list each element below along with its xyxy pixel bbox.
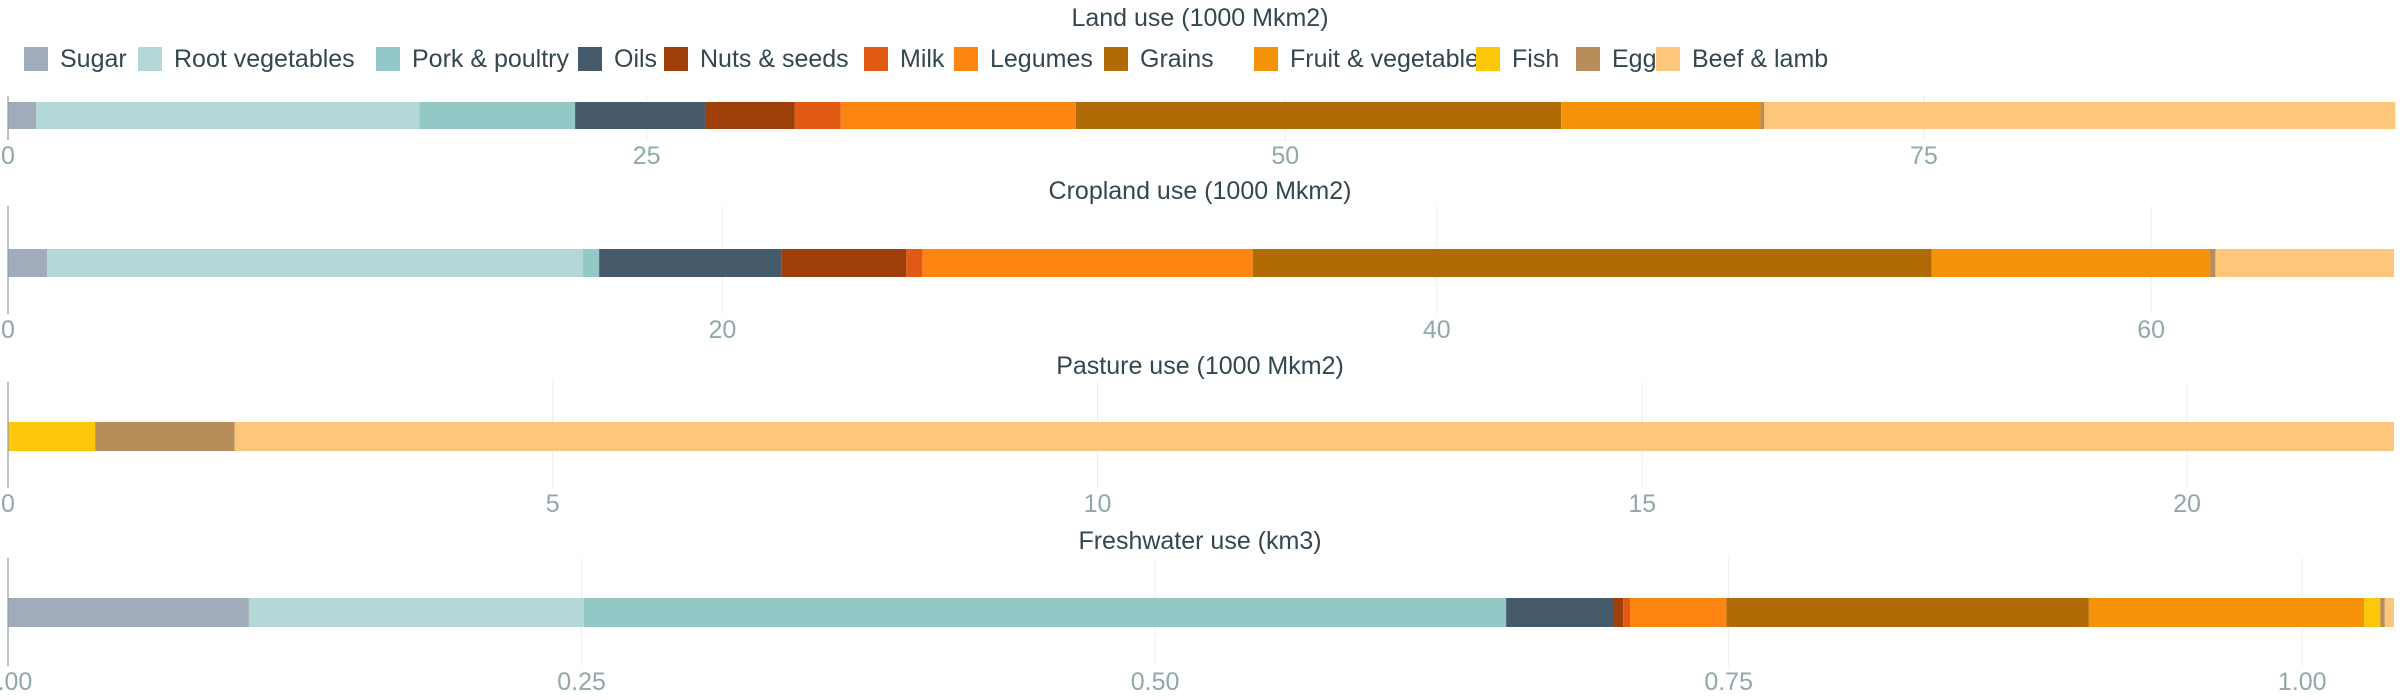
legend-swatch: [376, 47, 400, 71]
bar-segment: [840, 102, 1076, 129]
legend-swatch: [1656, 47, 1680, 71]
legend-label: Grains: [1140, 44, 1214, 73]
legend-swatch: [578, 47, 602, 71]
tick-label: 75: [1910, 142, 1938, 170]
tick-label: 1.00: [2278, 668, 2327, 696]
tick-label: 0: [1, 142, 15, 170]
legend-swatch: [1254, 47, 1278, 71]
legend-label: Nuts & seeds: [700, 44, 849, 73]
legend-label: Sugar: [60, 44, 127, 73]
tick-label: 0.50: [1131, 668, 1180, 696]
legend-label: Root vegetables: [174, 44, 355, 73]
tick-label: 10: [1084, 490, 1112, 518]
bar-segment: [1630, 598, 1727, 627]
bar-segment: [2088, 598, 2365, 627]
bar-segment: [1931, 249, 2211, 277]
bar-segment: [8, 598, 249, 627]
bar-segment: [2380, 598, 2385, 627]
bar-segment: [575, 102, 706, 129]
panel-title: Land use (1000 Mkm2): [1071, 4, 1328, 32]
bar-segment: [8, 102, 37, 129]
bar-segment: [248, 598, 584, 627]
legend-item[interactable]: Milk: [864, 44, 944, 74]
tick-label: 0.00: [0, 668, 32, 696]
legend-item[interactable]: Sugar: [24, 44, 127, 74]
bar-segment: [906, 249, 923, 277]
tick-label: 5: [546, 490, 560, 518]
legend-label: Beef & lamb: [1692, 44, 1829, 73]
bar-segment: [2364, 598, 2381, 627]
legend-item[interactable]: Root vegetables: [138, 44, 355, 74]
tick-label: 0.25: [557, 668, 606, 696]
legend-swatch: [24, 47, 48, 71]
legend-item[interactable]: Fish: [1476, 44, 1559, 74]
bar-segment: [1252, 249, 1932, 277]
legend-swatch: [864, 47, 888, 71]
bar-segment: [1561, 102, 1761, 129]
bar-segment: [36, 102, 420, 129]
legend-swatch: [954, 47, 978, 71]
bar-segment: [234, 422, 2395, 451]
bar-segment: [2384, 598, 2394, 627]
bar-segment: [47, 249, 584, 277]
tick-label: 0.75: [1704, 668, 1753, 696]
bar-segment: [95, 422, 235, 451]
bar-segment: [583, 598, 1507, 627]
legend-label: Oils: [614, 44, 658, 73]
bar-segment: [2210, 249, 2216, 277]
legend-swatch: [1104, 47, 1128, 71]
bar-segment: [419, 102, 576, 129]
chart-legend: Sugar Root vegetables Pork & poultry Oils Nu…: [0, 44, 2400, 74]
bar-segment: [1760, 102, 1765, 129]
legend-label: Milk: [900, 44, 945, 73]
bar-segment: [8, 422, 96, 451]
legend-item[interactable]: Grains: [1104, 44, 1214, 74]
tick-label: 40: [1423, 316, 1451, 344]
legend-label: Pork & poultry: [412, 44, 570, 73]
bar-segment: [1506, 598, 1614, 627]
legend-swatch: [1476, 47, 1500, 71]
legend-label: Fish: [1512, 44, 1560, 73]
bar-segment: [2215, 249, 2394, 277]
tick-label: 25: [633, 142, 661, 170]
legend-item[interactable]: Beef & lamb: [1656, 44, 1828, 74]
panel-title: Pasture use (1000 Mkm2): [1056, 352, 1344, 380]
bar-segment: [1623, 598, 1631, 627]
panel-title: Cropland use (1000 Mkm2): [1049, 177, 1352, 205]
legend-item[interactable]: Pork & poultry: [376, 44, 569, 74]
legend-swatch: [1576, 47, 1600, 71]
legend-item[interactable]: Fruit & vegetables: [1254, 44, 1492, 74]
panel-title: Freshwater use (km3): [1078, 527, 1321, 555]
bar-segment: [8, 249, 48, 277]
legend-item[interactable]: Nuts & seeds: [664, 44, 849, 74]
legend-item[interactable]: Legumes: [954, 44, 1093, 74]
tick-label: 0: [1, 316, 15, 344]
legend-swatch: [664, 47, 688, 71]
bar-segment: [599, 249, 782, 277]
tick-label: 60: [2137, 316, 2165, 344]
bar-segment: [1613, 598, 1624, 627]
bar-segment: [1075, 102, 1562, 129]
tick-label: 15: [1628, 490, 1656, 518]
bar-segment: [1764, 102, 2396, 129]
bar-segment: [922, 249, 1253, 277]
tick-label: 20: [2173, 490, 2201, 518]
bar-segment: [794, 102, 841, 129]
bar-segment: [1726, 598, 2089, 627]
legend-label: Legumes: [990, 44, 1093, 73]
tick-label: 0: [1, 490, 15, 518]
bar-segment: [781, 249, 907, 277]
legend-swatch: [138, 47, 162, 71]
legend-item[interactable]: Oils: [578, 44, 657, 74]
legend-label: Fruit & vegetables: [1290, 44, 1492, 73]
tick-label: 20: [708, 316, 736, 344]
tick-label: 50: [1271, 142, 1299, 170]
bar-segment: [705, 102, 795, 129]
bar-segment: [583, 249, 600, 277]
